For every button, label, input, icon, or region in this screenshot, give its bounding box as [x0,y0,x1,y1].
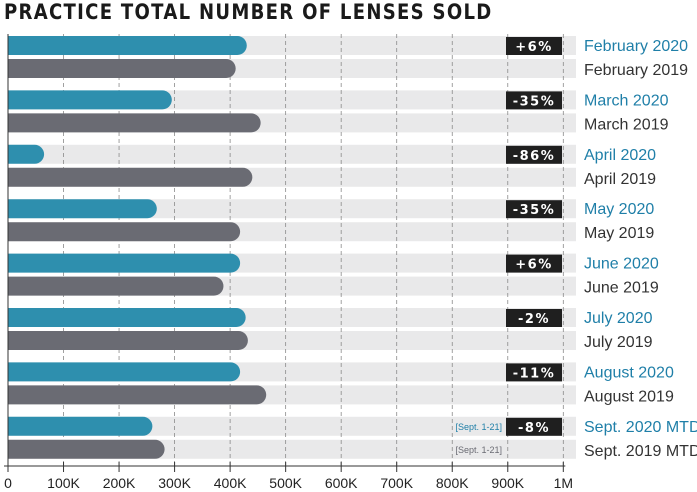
bar-2019 [8,439,165,459]
x-tick-label: 400K [214,475,247,491]
x-tick-label: 200K [103,475,136,491]
label-2020: August 2020 [584,364,674,381]
bar-2019 [8,59,236,78]
x-tick-label: 900K [491,475,524,491]
bar-2020 [8,416,153,436]
bar-2019 [8,276,224,296]
label-2020: June 2020 [584,256,659,273]
note-2020: [Sept. 1-21] [455,422,502,432]
note-2019: [Sept. 1-21] [455,445,502,455]
change-badge [506,309,562,327]
bar-2020 [8,253,241,273]
bar-2019 [8,113,261,133]
change-badge-label: +6% [515,258,552,273]
label-2019: Sept. 2019 MTD [584,443,697,460]
bar-2019 [8,331,248,350]
bar-2020 [8,36,247,55]
bar-2020 [8,90,172,110]
change-badge [506,145,562,164]
bar-2020 [7,144,45,164]
label-2019: May 2019 [584,225,654,242]
change-badge [506,37,562,55]
x-tick-label: 1M [554,475,573,491]
x-tick-label: 100K [47,475,80,491]
label-2019: March 2019 [584,116,669,133]
change-badge-label: -86% [513,149,556,164]
bar-2020 [8,199,157,219]
label-2020: February 2020 [584,38,688,55]
bar-2019 [8,222,241,242]
change-badge-label: -11% [513,366,556,381]
x-tick-label: 300K [158,475,191,491]
label-2019: July 2019 [584,334,653,351]
label-2020: April 2020 [584,147,656,164]
label-2020: July 2020 [584,310,653,327]
x-tick-label: 0 [4,475,12,491]
label-2019: February 2019 [584,62,688,79]
bar-2020 [8,362,241,382]
x-tick-label: 600K [325,475,358,491]
label-2020: Sept. 2020 MTD [584,419,697,436]
change-badge [506,91,562,110]
chart-title: PRACTICE TOTAL NUMBER OF LENSES SOLD [4,0,493,24]
change-badge-label: -35% [513,203,556,218]
change-badge [506,363,562,382]
change-badge [506,417,562,436]
bar-2019 [8,167,253,187]
label-2020: May 2020 [584,201,654,218]
change-badge-label: -2% [518,312,550,327]
x-tick-label: 500K [269,475,302,491]
x-tick-label: 800K [436,475,469,491]
change-badge [506,254,562,273]
bar-2020 [8,308,246,327]
change-badge-label: +6% [515,40,552,55]
label-2020: March 2020 [584,92,669,109]
change-badge-label: -8% [518,421,550,436]
label-2019: April 2019 [584,171,656,188]
label-2019: June 2019 [584,280,659,297]
bar-track [8,144,576,164]
label-2019: August 2019 [584,388,674,405]
change-badge-label: -35% [513,94,556,109]
change-badge [506,200,562,219]
bar-2019 [7,385,267,405]
x-tick-label: 700K [380,475,413,491]
